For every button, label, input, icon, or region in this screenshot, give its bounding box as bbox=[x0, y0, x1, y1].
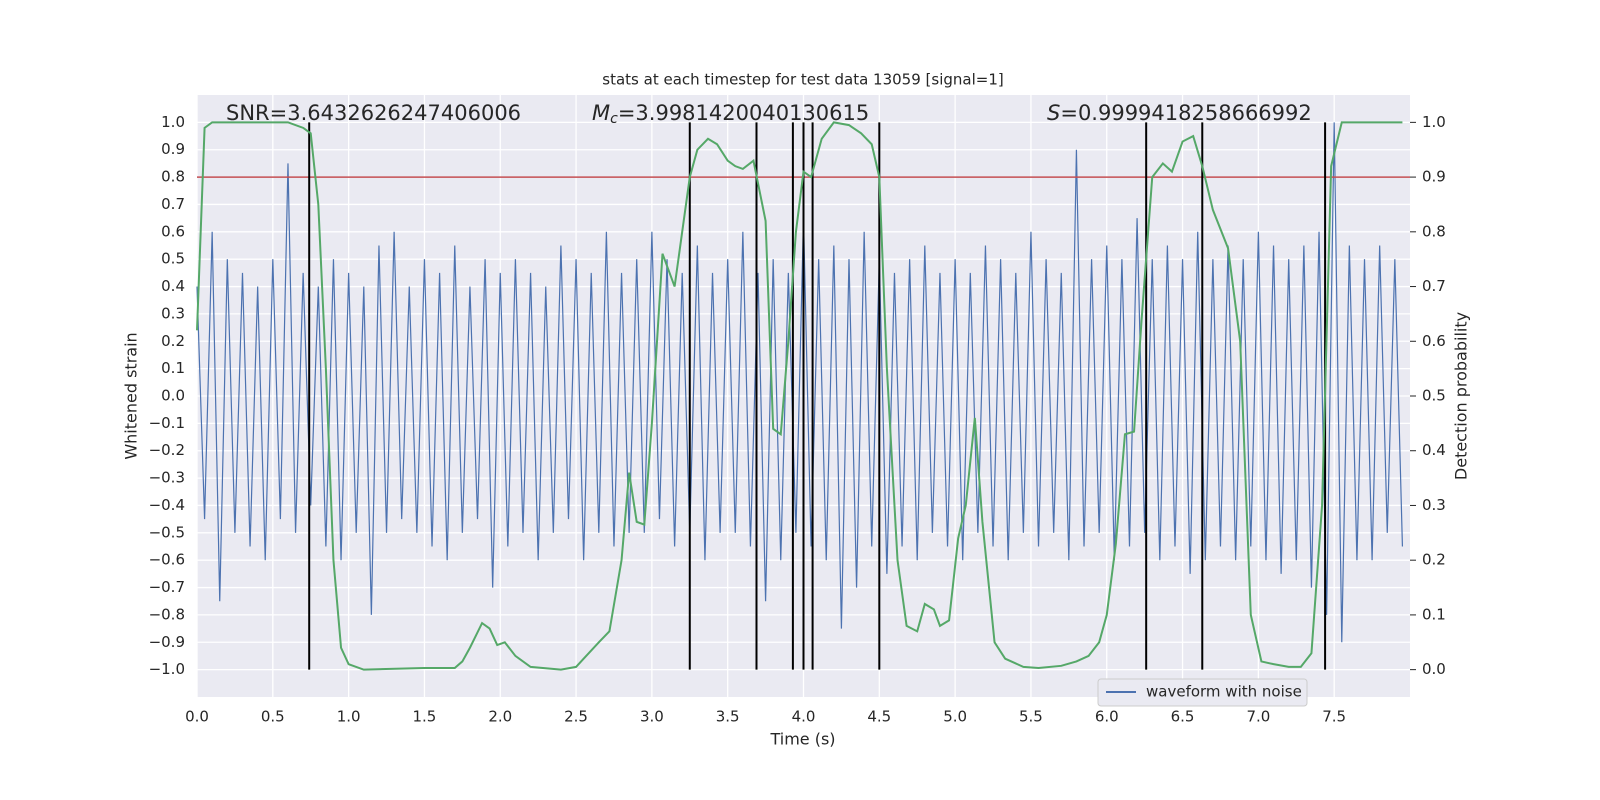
legend-label: waveform with noise bbox=[1146, 683, 1302, 701]
y-tick-label: 0.1 bbox=[161, 359, 185, 377]
y-tick-label: 0.4 bbox=[161, 277, 185, 295]
y-tick-label: −0.6 bbox=[149, 551, 185, 569]
y-tick-label: 0.7 bbox=[161, 195, 185, 213]
y-tick-label: −0.5 bbox=[149, 523, 185, 541]
grid: −1.0 −0.9 −0.8 −0.7 −0.6 −0.5 −0.4 −0.3 −0.2 −0.1… bbox=[149, 95, 1446, 726]
y2-tick-label: 0.8 bbox=[1422, 222, 1446, 240]
y-tick-label: −0.2 bbox=[149, 441, 185, 459]
x-axis-label: Time (s) bbox=[769, 730, 835, 749]
y2-tick-label: 0.1 bbox=[1422, 605, 1446, 623]
chart-title: stats at each timestep for test data 130… bbox=[602, 71, 1003, 89]
y-tick-label: 0.5 bbox=[161, 250, 185, 268]
x-tick-label: 0.5 bbox=[261, 708, 285, 726]
y-tick-label: 0.2 bbox=[161, 332, 185, 350]
y-tick-label: 0.6 bbox=[161, 222, 185, 240]
y2-tick-label: 1.0 bbox=[1422, 113, 1446, 131]
y-tick-label: −1.0 bbox=[149, 660, 185, 678]
x-tick-label: 1.0 bbox=[337, 708, 361, 726]
annotation-value: =0.9999418258666992 bbox=[1060, 101, 1311, 125]
y-axis-label: Whitened strain bbox=[122, 332, 141, 459]
annotation: S=0.9999418258666992 bbox=[1047, 101, 1312, 125]
y2-tick-label: 0.6 bbox=[1422, 332, 1446, 350]
y-tick-label: −0.7 bbox=[149, 578, 185, 596]
y2-tick-label: 0.9 bbox=[1422, 168, 1446, 186]
x-tick-label: 3.0 bbox=[640, 708, 664, 726]
legend-box bbox=[1097, 678, 1308, 707]
y-tick-label: 0.3 bbox=[161, 304, 185, 322]
y-tick-label: 0.0 bbox=[161, 387, 185, 405]
x-tick-label: 2.0 bbox=[488, 708, 512, 726]
x-tick-label: 3.5 bbox=[716, 708, 740, 726]
annotation: Mc=3.9981420040130615 bbox=[592, 101, 869, 127]
x-tick-label: 1.5 bbox=[413, 708, 437, 726]
series-line bbox=[196, 121, 1403, 671]
y-tick-label: −0.3 bbox=[149, 469, 185, 487]
x-tick-label: 5.0 bbox=[943, 708, 967, 726]
x-tick-label: 0.0 bbox=[185, 708, 209, 726]
x-tick-label: 4.5 bbox=[867, 708, 891, 726]
y2-tick-label: 0.4 bbox=[1422, 441, 1446, 459]
y-tick-label: 1.0 bbox=[161, 113, 185, 131]
x-tick-label: 4.0 bbox=[792, 708, 816, 726]
legend: waveform with noise bbox=[1097, 678, 1308, 707]
y2-tick-label: 0.7 bbox=[1422, 277, 1446, 295]
x-tick-label: 5.5 bbox=[1019, 708, 1043, 726]
y2-tick-label: 0.2 bbox=[1422, 551, 1446, 569]
x-tick-label: 7.0 bbox=[1246, 708, 1270, 726]
x-tick-label: 2.5 bbox=[564, 708, 588, 726]
y2-tick-label: 0.5 bbox=[1422, 387, 1446, 405]
y-tick-label: −0.8 bbox=[149, 605, 185, 623]
annotation: SNR=3.6432626247406006 bbox=[226, 101, 521, 125]
y2-tick-label: 0.3 bbox=[1422, 496, 1446, 514]
annotation-symbol: S bbox=[1047, 101, 1060, 125]
annotation-symbol: M bbox=[592, 101, 610, 125]
y-tick-label: −0.1 bbox=[149, 414, 185, 432]
annotation-value: =3.9981420040130615 bbox=[618, 101, 869, 125]
annotation-subscript: c bbox=[610, 111, 618, 127]
x-tick-label: 7.5 bbox=[1322, 708, 1346, 726]
y-tick-label: 0.8 bbox=[161, 168, 185, 186]
x-tick-label: 6.0 bbox=[1095, 708, 1119, 726]
y-tick-label: −0.4 bbox=[149, 496, 185, 514]
x-tick-label: 6.5 bbox=[1171, 708, 1195, 726]
y2-tick-label: 0.0 bbox=[1422, 660, 1446, 678]
y-tick-label: 0.9 bbox=[161, 140, 185, 158]
marks bbox=[196, 121, 1410, 671]
y-tick-label: −0.9 bbox=[149, 633, 185, 651]
y2-axis-label: Detection probability bbox=[1452, 312, 1471, 480]
